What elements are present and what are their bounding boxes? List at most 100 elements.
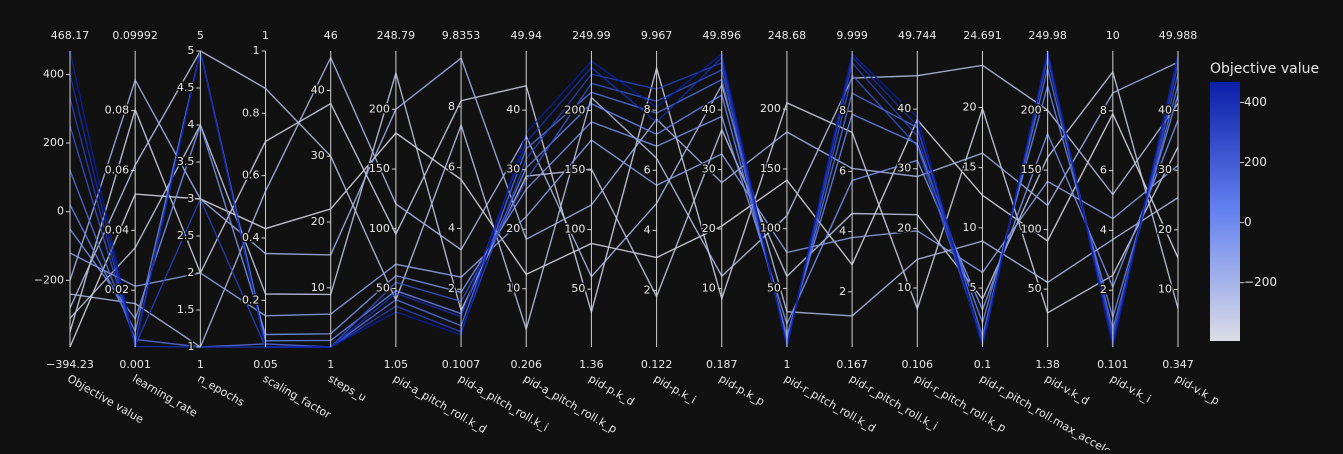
tick-label: 200 xyxy=(760,102,781,115)
range-min-label: 0.347 xyxy=(1162,358,1194,371)
tick-label: 40 xyxy=(1158,104,1172,117)
range-min-label: 0.05 xyxy=(253,358,278,371)
tick-label: 40 xyxy=(311,83,325,96)
tick-label: −200 xyxy=(34,273,64,286)
range-min-label: −394.23 xyxy=(46,358,94,371)
range-min-label: 0.167 xyxy=(836,358,868,371)
tick-label: 0.8 xyxy=(242,106,260,119)
trial-line xyxy=(69,50,1179,342)
tick-label: 10 xyxy=(506,282,520,295)
tick-label: 2 xyxy=(187,266,194,279)
tick-label: 2 xyxy=(839,285,846,298)
tick-label: 150 xyxy=(760,162,781,175)
tick-label: 6 xyxy=(839,164,846,177)
range-max-label: 9.967 xyxy=(641,29,673,42)
tick-label: 20 xyxy=(702,222,716,235)
trial-line xyxy=(69,50,1179,348)
tick-label: 100 xyxy=(564,223,585,236)
range-max-label: 49.988 xyxy=(1159,29,1198,42)
tick-label: 400 xyxy=(43,67,64,80)
tick-label: 150 xyxy=(564,163,585,176)
tick-label: 3.5 xyxy=(177,155,195,168)
tick-label: 30 xyxy=(897,162,911,175)
range-min-label: 1.36 xyxy=(579,358,604,371)
colorbar-title: Objective value xyxy=(1210,61,1319,77)
tick-label: 4 xyxy=(839,225,846,238)
range-min-label: 0.001 xyxy=(119,358,151,371)
tick-label: 50 xyxy=(767,281,781,294)
trial-line xyxy=(69,55,1179,349)
trial-line xyxy=(69,112,1179,348)
range-min-label: 1 xyxy=(327,358,334,371)
colorbar-tick-label: 0 xyxy=(1244,215,1252,229)
tick-label: 0.02 xyxy=(105,283,130,296)
range-max-label: 9.8353 xyxy=(442,29,481,42)
tick-label: 200 xyxy=(1021,104,1042,117)
tick-label: 100 xyxy=(369,222,390,235)
tick-label: 30 xyxy=(702,162,716,175)
range-max-label: 10 xyxy=(1106,29,1120,42)
tick-label: 0.06 xyxy=(105,163,130,176)
tick-label: 3 xyxy=(187,192,194,205)
tick-label: 30 xyxy=(1158,163,1172,176)
range-min-label: 1.38 xyxy=(1035,358,1060,371)
range-min-label: 0.187 xyxy=(706,358,738,371)
tick-label: 8 xyxy=(1100,104,1107,117)
tick-label: 0 xyxy=(57,205,64,218)
tick-label: 20 xyxy=(897,221,911,234)
tick-label: 20 xyxy=(506,222,520,235)
tick-label: 50 xyxy=(571,282,585,295)
colorbar-tick-label: 400 xyxy=(1244,95,1267,109)
tick-label: 20 xyxy=(1158,223,1172,236)
tick-label: 8 xyxy=(839,104,846,117)
tick-label: 50 xyxy=(376,282,390,295)
tick-label: 6 xyxy=(644,163,651,176)
tick-label: 8 xyxy=(448,100,455,113)
tick-label: 40 xyxy=(897,102,911,115)
range-max-label: 24.691 xyxy=(963,29,1002,42)
range-max-label: 249.99 xyxy=(572,29,611,42)
trial-line xyxy=(69,70,1179,319)
tick-label: 4 xyxy=(644,223,651,236)
tick-label: 0.08 xyxy=(105,104,130,117)
colorbar-scale xyxy=(1210,82,1240,341)
tick-label: 0.04 xyxy=(105,223,130,236)
tick-label: 10 xyxy=(962,221,976,234)
range-max-label: 46 xyxy=(324,29,338,42)
tick-label: 1 xyxy=(187,340,194,353)
tick-label: 150 xyxy=(1021,163,1042,176)
tick-label: 5 xyxy=(969,281,976,294)
tick-label: 2 xyxy=(448,282,455,295)
tick-label: 4 xyxy=(1100,223,1107,236)
range-max-label: 1 xyxy=(262,29,269,42)
range-max-label: 0.09992 xyxy=(112,29,158,42)
tick-label: 20 xyxy=(962,100,976,113)
range-max-label: 9.999 xyxy=(836,29,868,42)
tick-label: 1 xyxy=(253,44,260,57)
tick-label: 5 xyxy=(187,44,194,57)
range-min-label: 0.106 xyxy=(902,358,934,371)
trial-lines xyxy=(69,50,1179,349)
range-min-label: 0.1007 xyxy=(442,358,481,371)
tick-label: 0.6 xyxy=(242,169,260,182)
tick-label: 6 xyxy=(448,161,455,174)
colorbar-tick-label: 200 xyxy=(1244,155,1267,169)
range-min-label: 1 xyxy=(197,358,204,371)
tick-label: 2.5 xyxy=(177,229,195,242)
tick-label: 6 xyxy=(1100,164,1107,177)
tick-label: 200 xyxy=(43,136,64,149)
tick-label: 40 xyxy=(702,103,716,116)
tick-label: 20 xyxy=(311,215,325,228)
trial-line xyxy=(69,50,1179,332)
tick-label: 1.5 xyxy=(177,303,195,316)
tick-label: 2 xyxy=(1100,283,1107,296)
tick-label: 4.5 xyxy=(177,81,195,94)
tick-label: 50 xyxy=(1028,282,1042,295)
tick-label: 4 xyxy=(187,118,194,131)
tick-label: 100 xyxy=(760,222,781,235)
range-max-label: 5 xyxy=(197,29,204,42)
range-max-label: 468.17 xyxy=(51,29,90,42)
range-min-label: 1.05 xyxy=(384,358,409,371)
tick-label: 30 xyxy=(506,163,520,176)
